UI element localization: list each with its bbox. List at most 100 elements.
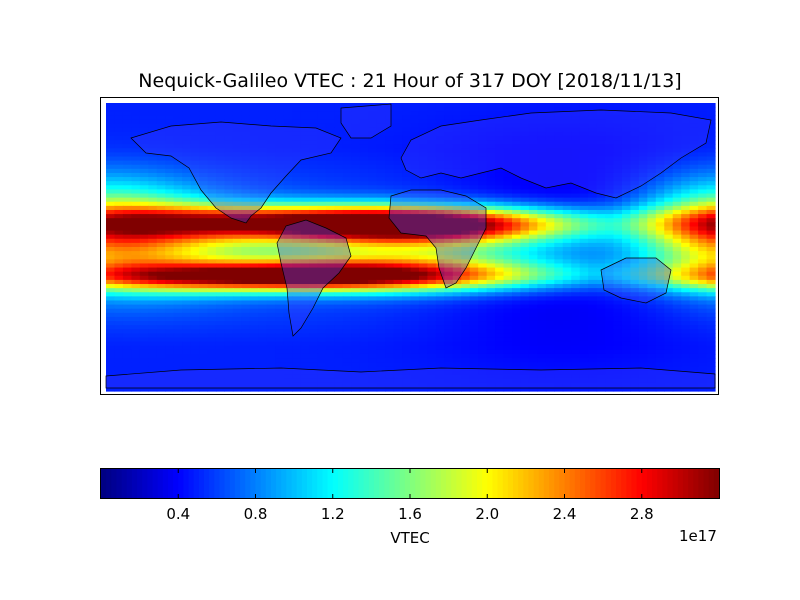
heatmap-cell: [410, 259, 420, 265]
heatmap-cell: [156, 358, 166, 363]
heatmap-cell: [537, 337, 547, 343]
heatmap-cell: [528, 321, 538, 326]
heatmap-cell: [232, 341, 242, 347]
heatmap-cell: [385, 238, 395, 244]
heatmap-cell: [106, 308, 116, 314]
heatmap-cell: [199, 362, 209, 367]
heatmap-cell: [571, 370, 581, 376]
heatmap-cell: [165, 296, 175, 302]
heatmap-cell: [114, 353, 124, 359]
heatmap-cell: [258, 222, 268, 228]
heatmap-cell: [131, 189, 141, 195]
heatmap-cell: [706, 238, 716, 244]
heatmap-cell: [588, 172, 598, 178]
heatmap-cell: [528, 242, 538, 248]
heatmap-cell: [325, 193, 335, 199]
heatmap-cell: [368, 107, 378, 112]
heatmap-cell: [283, 275, 293, 281]
heatmap-cell: [495, 181, 505, 186]
heatmap-cell: [647, 288, 657, 293]
heatmap-cell: [596, 304, 606, 310]
heatmap-cell: [190, 378, 200, 384]
heatmap-cell: [385, 177, 395, 182]
heatmap-cell: [351, 366, 361, 372]
heatmap-cell: [486, 135, 496, 141]
heatmap-cell: [224, 370, 234, 376]
heatmap-cell: [224, 349, 234, 355]
heatmap-cell: [325, 386, 335, 392]
heatmap-cell: [106, 353, 116, 359]
heatmap-cell: [478, 111, 488, 116]
heatmap-cell: [249, 242, 259, 248]
heatmap-cell: [495, 333, 505, 339]
heatmap-cell: [410, 304, 420, 310]
heatmap-cell: [283, 111, 293, 116]
heatmap-cell: [317, 247, 327, 252]
heatmap-cell: [418, 312, 429, 318]
heatmap-cell: [537, 234, 547, 240]
heatmap-cell: [706, 255, 716, 260]
heatmap-cell: [224, 181, 234, 186]
heatmap-cell: [698, 247, 708, 252]
heatmap-cell: [342, 251, 352, 256]
heatmap-cell: [478, 119, 488, 125]
heatmap-cell: [503, 296, 513, 302]
heatmap-cell: [427, 263, 437, 269]
heatmap-cell: [545, 358, 555, 363]
heatmap-cell: [630, 251, 640, 256]
heatmap-cell: [275, 177, 285, 182]
heatmap-cell: [655, 284, 665, 289]
heatmap-cell: [672, 214, 682, 219]
heatmap-cell: [605, 321, 615, 326]
heatmap-cell: [528, 238, 538, 244]
heatmap-cell: [368, 168, 378, 174]
heatmap-cell: [596, 337, 606, 343]
heatmap-cell: [249, 119, 259, 125]
heatmap-cell: [452, 353, 462, 359]
heatmap-cell: [495, 255, 505, 260]
heatmap-cell: [444, 325, 454, 330]
heatmap-cell: [275, 362, 285, 367]
heatmap-cell: [266, 296, 276, 302]
heatmap-cell: [300, 168, 310, 174]
heatmap-cell: [182, 271, 192, 277]
heatmap-cell: [139, 177, 149, 182]
heatmap-cell: [638, 168, 648, 174]
heatmap-cell: [621, 275, 632, 281]
heatmap-cell: [402, 279, 412, 285]
heatmap-cell: [342, 177, 352, 182]
heatmap-cell: [241, 271, 251, 277]
heatmap-cell: [266, 284, 276, 289]
heatmap-cell: [131, 205, 141, 211]
heatmap-cell: [122, 156, 132, 162]
heatmap-cell: [368, 185, 378, 190]
heatmap-cell: [325, 267, 335, 273]
heatmap-cell: [681, 259, 691, 265]
heatmap-cell: [605, 156, 615, 162]
heatmap-cell: [664, 181, 674, 186]
heatmap-cell: [418, 160, 429, 166]
heatmap-cell: [520, 284, 530, 289]
heatmap-cell: [681, 164, 691, 170]
heatmap-cell: [241, 358, 251, 363]
heatmap-cell: [562, 123, 572, 129]
heatmap-cell: [444, 164, 454, 170]
heatmap-cell: [512, 374, 522, 380]
heatmap-cell: [469, 329, 479, 334]
heatmap-cell: [698, 214, 708, 219]
heatmap-cell: [148, 238, 158, 244]
heatmap-cell: [410, 127, 420, 133]
heatmap-cell: [681, 308, 691, 314]
heatmap-cell: [655, 308, 665, 314]
heatmap-cell: [571, 374, 581, 380]
heatmap-cell: [300, 288, 310, 293]
heatmap-cell: [300, 349, 310, 355]
heatmap-cell: [173, 234, 183, 240]
heatmap-cell: [410, 353, 420, 359]
heatmap-cell: [444, 201, 454, 207]
heatmap-cell: [359, 316, 369, 322]
heatmap-cell: [249, 333, 259, 339]
heatmap-cell: [418, 214, 429, 219]
heatmap-cell: [317, 358, 327, 363]
heatmap-cell: [385, 242, 395, 248]
